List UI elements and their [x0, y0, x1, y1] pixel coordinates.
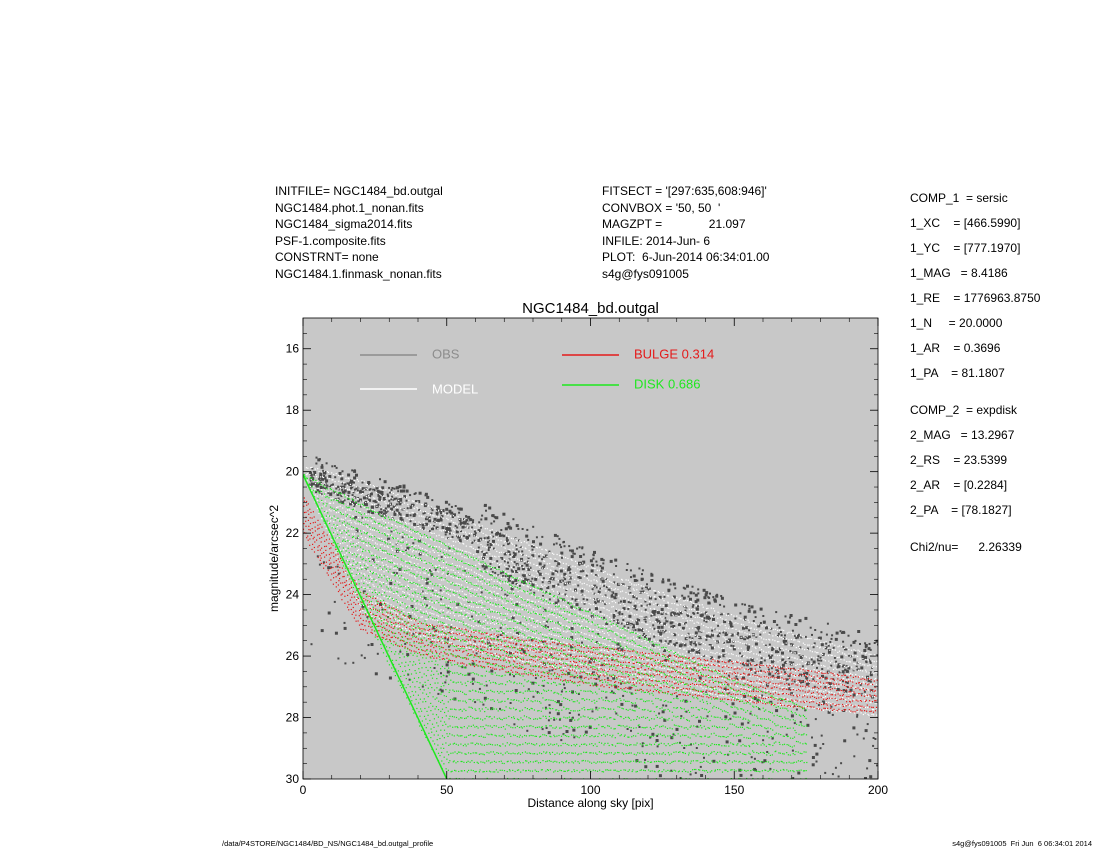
x-tick-label-0: 0 [300, 783, 307, 797]
x-tick-label-150: 150 [724, 783, 744, 797]
header-mid-line-1: CONVBOX = '50, 50 ' [602, 200, 721, 215]
header-left-line-1: NGC1484.phot.1_nonan.fits [275, 200, 424, 215]
fit-param-7: 1_PA = 81.1807 [910, 366, 1005, 380]
fit-param-3: 1_MAG = 8.4186 [910, 266, 1008, 280]
plot-area [303, 318, 878, 779]
fit-param-11: 2_AR = [0.2284] [910, 478, 1008, 492]
series-disk-edge [303, 474, 448, 779]
y-tick-label-16: 16 [286, 342, 300, 356]
y-tick-label-20: 20 [286, 465, 300, 479]
header-mid-line-4: PLOT: 6-Jun-2014 06:34:01.00 [602, 250, 770, 265]
header-mid-line-5: s4g@fys091005 [602, 266, 689, 281]
series-bulge-points [303, 497, 878, 713]
chart-title: NGC1484_bd.outgal [522, 300, 659, 317]
x-tick-label-50: 50 [440, 783, 454, 797]
header-left-line-0: INITFILE= NGC1484_bd.outgal [275, 184, 443, 198]
header-mid-line-3: INFILE: 2014-Jun- 6 [602, 233, 711, 248]
fit-param-10: 2_RS = 23.5399 [910, 453, 1008, 467]
header-mid-line-2: MAGZPT = 21.097 [602, 217, 746, 232]
y-axis-label: magnitude/arcsec^2 [267, 505, 281, 612]
header-left-line-3: PSF-1.composite.fits [275, 233, 386, 248]
fit-param-13: Chi2/nu= 2.26339 [910, 540, 1022, 554]
y-tick-label-22: 22 [286, 526, 300, 540]
legend-label-model: MODEL [432, 381, 478, 396]
plot-marks [303, 456, 878, 779]
header-left-line-5: NGC1484.1.finmask_nonan.fits [275, 266, 442, 281]
header-mid-line-0: FITSECT = '[297:635,608:946]' [602, 184, 767, 198]
fit-param-1: 1_XC = [466.5990] [910, 216, 1021, 230]
header-left-block: INITFILE= NGC1484_bd.outgal NGC1484.phot.… [275, 183, 443, 283]
fit-param-2: 1_YC = [777.1970] [910, 241, 1021, 255]
y-tick-label-30: 30 [286, 772, 300, 786]
header-left-line-2: NGC1484_sigma2014.fits [275, 217, 413, 232]
series-obs-points [308, 456, 878, 779]
footer-file-path: /data/P4STORE/NGC1484/BD_NS/NGC1484_bd.o… [222, 839, 434, 848]
legend-label-bulge: BULGE 0.314 [634, 346, 714, 361]
y-tick-label-26: 26 [286, 649, 300, 663]
fit-param-8: COMP_2 = expdisk [910, 403, 1018, 417]
x-tick-label-100: 100 [580, 783, 600, 797]
legend-label-disk: DISK 0.686 [634, 376, 701, 391]
fit-param-9: 2_MAG = 13.2967 [910, 428, 1015, 442]
fit-param-0: COMP_1 = sersic [910, 191, 1008, 205]
y-tick-label-18: 18 [286, 403, 300, 417]
footer-user-timestamp: s4g@fys091005 Fri Jun 6 06:34:01 2014 [952, 839, 1092, 848]
fit-param-6: 1_AR = 0.3696 [910, 341, 1001, 355]
y-tick-label-28: 28 [286, 711, 300, 725]
series-disk-points [303, 474, 808, 779]
fit-param-12: 2_PA = [78.1827] [910, 503, 1012, 517]
fit-param-4: 1_RE = 1776963.8750 [910, 291, 1041, 305]
fit-param-5: 1_N = 20.0000 [910, 316, 1003, 330]
x-axis-label: Distance along sky [pix] [527, 796, 653, 810]
legend-label-obs: OBS [432, 346, 460, 361]
header-middle-block: FITSECT = '[297:635,608:946]' CONVBOX = '… [602, 183, 769, 283]
y-tick-label-24: 24 [286, 588, 300, 602]
header-left-line-4: CONSTRNT= none [275, 250, 379, 265]
x-tick-label-200: 200 [868, 783, 888, 797]
